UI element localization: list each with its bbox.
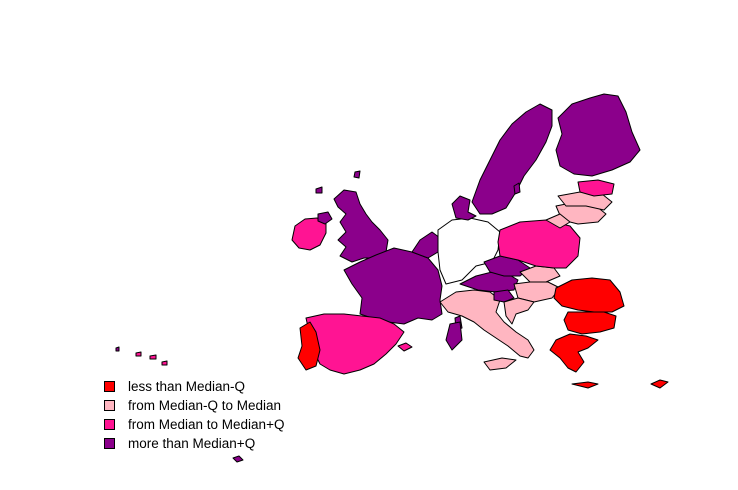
region-baltic-coast bbox=[545, 213, 571, 229]
legend-item: less than Median-Q bbox=[104, 377, 284, 396]
region-sicily bbox=[483, 357, 517, 371]
region-croatia bbox=[503, 297, 535, 325]
region-island-fragment-1 bbox=[149, 354, 157, 360]
legend-swatch bbox=[104, 419, 115, 430]
region-gotland bbox=[513, 182, 521, 195]
region-spain bbox=[305, 313, 405, 375]
legend-swatch bbox=[104, 381, 115, 392]
region-canary-islands bbox=[135, 351, 142, 357]
legend-swatch bbox=[104, 400, 115, 411]
legend-item: from Median to Median+Q bbox=[104, 415, 284, 434]
region-island-fragment-2 bbox=[161, 360, 168, 366]
region-sardinia bbox=[445, 321, 463, 351]
region-cyprus bbox=[650, 379, 669, 389]
legend-swatch bbox=[104, 438, 115, 449]
region-romania bbox=[553, 277, 625, 313]
legend-item: more than Median+Q bbox=[104, 434, 284, 453]
region-slovenia bbox=[493, 289, 515, 303]
region-sweden bbox=[471, 103, 553, 215]
legend-item: from Median-Q to Median bbox=[104, 396, 284, 415]
region-scottish-isles bbox=[353, 170, 361, 179]
region-crete bbox=[571, 381, 599, 389]
region-united-kingdom bbox=[333, 189, 389, 263]
region-greece bbox=[549, 333, 599, 373]
region-finland bbox=[555, 93, 641, 177]
region-denmark bbox=[451, 195, 477, 221]
legend-label: less than Median-Q bbox=[128, 379, 246, 394]
region-malta bbox=[232, 455, 244, 463]
legend-label: from Median to Median+Q bbox=[128, 417, 285, 432]
region-estonia bbox=[577, 179, 615, 197]
legend-label: from Median-Q to Median bbox=[128, 398, 282, 413]
region-northern-ireland bbox=[317, 211, 333, 225]
region-balearic-islands bbox=[397, 342, 413, 352]
region-ireland bbox=[291, 217, 327, 251]
legend-label: more than Median+Q bbox=[128, 436, 256, 451]
region-portugal bbox=[297, 321, 321, 371]
region-bulgaria bbox=[563, 311, 617, 335]
region-italy bbox=[439, 289, 535, 359]
region-benelux bbox=[411, 231, 441, 259]
region-island-fragment-3 bbox=[115, 346, 120, 352]
legend: less than Median-Q from Median-Q to Medi… bbox=[104, 377, 284, 453]
region-islands-north bbox=[315, 186, 323, 194]
region-austria bbox=[459, 271, 519, 293]
